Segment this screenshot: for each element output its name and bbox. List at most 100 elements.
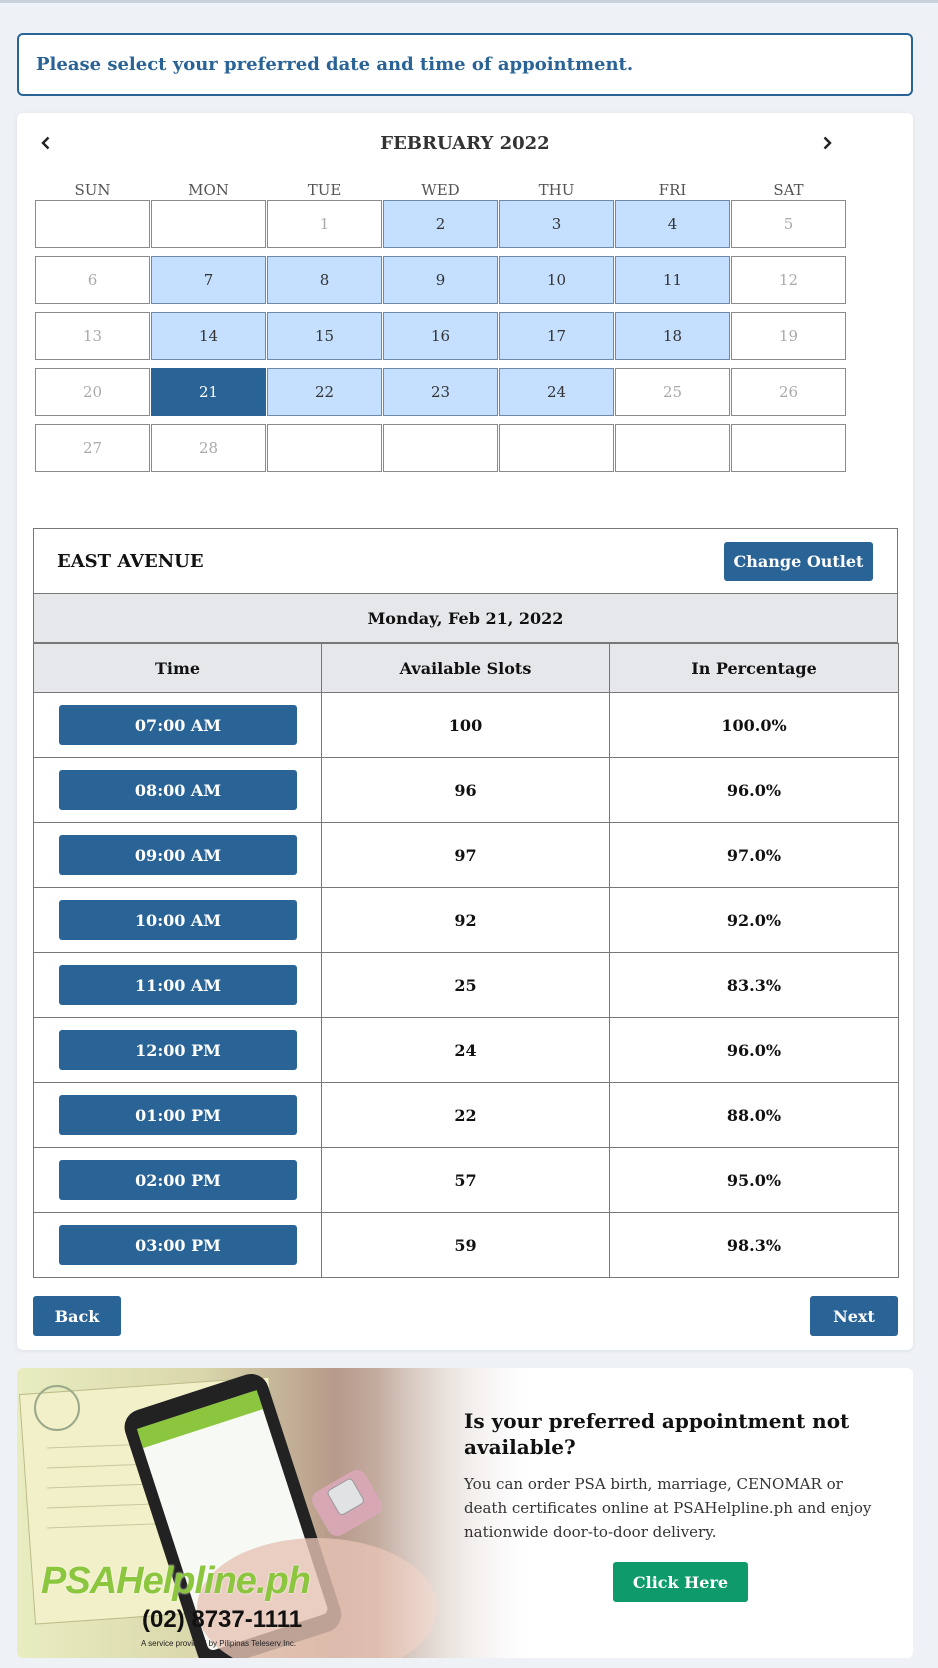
calendar-day: 27 (35, 424, 150, 472)
next-month-button[interactable] (815, 131, 839, 155)
calendar-day[interactable]: 15 (267, 312, 382, 360)
weekday-label: TUE (307, 181, 342, 199)
available-slots-cell: 97 (321, 822, 610, 888)
ad-copy: Is your preferred appointment not availa… (464, 1408, 884, 1544)
calendar-day[interactable]: 24 (499, 368, 614, 416)
slot-row: 10:00 AM 92 92.0% (33, 887, 899, 953)
percentage-cell: 95.0% (609, 1147, 899, 1213)
calendar-day[interactable]: 2 (383, 200, 498, 248)
ad-title: Is your preferred appointment not availa… (464, 1409, 850, 1459)
calendar-day-selected[interactable]: 21 (151, 368, 266, 416)
slot-time-cell: 01:00 PM (33, 1082, 322, 1148)
calendar-day[interactable]: 4 (615, 200, 730, 248)
prev-month-button[interactable] (34, 131, 58, 155)
calendar-day[interactable]: 18 (615, 312, 730, 360)
calendar-day[interactable]: 17 (499, 312, 614, 360)
chevron-left-icon (41, 136, 50, 150)
time-slot-button[interactable]: 08:00 AM (59, 770, 297, 810)
percentage-cell: 92.0% (609, 887, 899, 953)
slot-time-cell: 07:00 AM (33, 692, 322, 758)
outlet-name: EAST AVENUE (57, 551, 204, 572)
time-slot-button[interactable]: 02:00 PM (59, 1160, 297, 1200)
percentage-cell: 88.0% (609, 1082, 899, 1148)
time-slot-button[interactable]: 09:00 AM (59, 835, 297, 875)
time-slot-button[interactable]: 11:00 AM (59, 965, 297, 1005)
calendar-day[interactable]: 14 (151, 312, 266, 360)
available-slots-cell: 22 (321, 1082, 610, 1148)
calendar-day[interactable]: 22 (267, 368, 382, 416)
available-slots-cell: 92 (321, 887, 610, 953)
back-button[interactable]: Back (33, 1296, 121, 1336)
calendar-day: 28 (151, 424, 266, 472)
calendar-day: 20 (35, 368, 150, 416)
weekday-label: WED (421, 181, 460, 199)
slot-time-cell: 11:00 AM (33, 952, 322, 1018)
percentage-cell: 98.3% (609, 1212, 899, 1278)
slot-time-cell: 09:00 AM (33, 822, 322, 888)
calendar-day[interactable]: 23 (383, 368, 498, 416)
slot-row: 01:00 PM 22 88.0% (33, 1082, 899, 1148)
slot-row: 02:00 PM 57 95.0% (33, 1147, 899, 1213)
available-slots-cell: 100 (321, 692, 610, 758)
next-button[interactable]: Next (810, 1296, 898, 1336)
slot-time-cell: 03:00 PM (33, 1212, 322, 1278)
calendar-day[interactable]: 11 (615, 256, 730, 304)
available-slots-cell: 96 (321, 757, 610, 823)
selected-date-bar: Monday, Feb 21, 2022 (33, 593, 898, 643)
calendar-day[interactable]: 10 (499, 256, 614, 304)
instruction-banner: Please select your preferred date and ti… (17, 33, 913, 96)
change-outlet-button[interactable]: Change Outlet (724, 542, 873, 581)
instruction-text: Please select your preferred date and ti… (36, 54, 634, 75)
phone-certificate-illustration (18, 1373, 437, 1658)
slot-row: 08:00 AM 96 96.0% (33, 757, 899, 823)
calendar-empty-cell (35, 200, 150, 248)
slot-time-cell: 12:00 PM (33, 1017, 322, 1083)
time-slot-button[interactable]: 03:00 PM (59, 1225, 297, 1265)
calendar-day: 19 (731, 312, 846, 360)
column-header-time: Time (33, 643, 322, 693)
calendar-day[interactable]: 8 (267, 256, 382, 304)
calendar-day[interactable]: 7 (151, 256, 266, 304)
calendar-day[interactable]: 16 (383, 312, 498, 360)
time-slot-button[interactable]: 12:00 PM (59, 1030, 297, 1070)
available-slots-cell: 24 (321, 1017, 610, 1083)
column-header-available-slots: Available Slots (321, 643, 610, 693)
calendar-empty-cell (615, 424, 730, 472)
weekday-label: MON (188, 181, 229, 199)
percentage-cell: 100.0% (609, 692, 899, 758)
selected-date: Monday, Feb 21, 2022 (367, 608, 564, 628)
weekday-label: FRI (658, 181, 687, 199)
slot-time-cell: 08:00 AM (33, 757, 322, 823)
calendar-empty-cell (151, 200, 266, 248)
slot-row: 03:00 PM 59 98.3% (33, 1212, 899, 1278)
calendar-empty-cell (731, 424, 846, 472)
time-slot-button[interactable]: 07:00 AM (59, 705, 297, 745)
weekday-label: SAT (773, 181, 804, 199)
slot-row: 11:00 AM 25 83.3% (33, 952, 899, 1018)
outlet-bar: EAST AVENUE Change Outlet (33, 528, 898, 593)
slot-row: 09:00 AM 97 97.0% (33, 822, 899, 888)
calendar-empty-cell (267, 424, 382, 472)
time-slot-button[interactable]: 01:00 PM (59, 1095, 297, 1135)
time-slot-button[interactable]: 10:00 AM (59, 900, 297, 940)
calendar-day[interactable]: 3 (499, 200, 614, 248)
percentage-cell: 96.0% (609, 1017, 899, 1083)
service-note: A service provided by Pilipinas Teleserv… (141, 1639, 297, 1648)
ad-description: You can order PSA birth, marriage, CENOM… (464, 1475, 872, 1541)
weekday-label: THU (538, 181, 575, 199)
calendar-day: 6 (35, 256, 150, 304)
weekday-label: SUN (74, 181, 111, 199)
calendar-day: 5 (731, 200, 846, 248)
slots-header-row: Time Available Slots In Percentage (33, 643, 899, 693)
calendar-day: 1 (267, 200, 382, 248)
slot-row: 07:00 AM 100 100.0% (33, 692, 899, 758)
click-here-button[interactable]: Click Here (613, 1562, 748, 1602)
percentage-cell: 96.0% (609, 757, 899, 823)
top-divider (0, 0, 938, 3)
calendar-day: 25 (615, 368, 730, 416)
calendar-day[interactable]: 9 (383, 256, 498, 304)
psahelpline-ad: PSAHelpline.ph (02) 8737-1111 A service … (17, 1368, 913, 1658)
calendar-day: 26 (731, 368, 846, 416)
slot-time-cell: 02:00 PM (33, 1147, 322, 1213)
